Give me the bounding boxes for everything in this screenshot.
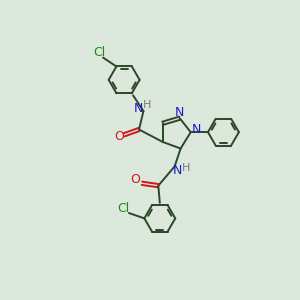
Text: Cl: Cl bbox=[117, 202, 129, 215]
Text: H: H bbox=[143, 100, 151, 110]
Text: N: N bbox=[174, 106, 184, 119]
Text: N: N bbox=[172, 164, 182, 177]
Text: N: N bbox=[134, 103, 143, 116]
Text: O: O bbox=[114, 130, 124, 143]
Text: N: N bbox=[191, 123, 201, 136]
Text: Cl: Cl bbox=[93, 46, 106, 59]
Text: H: H bbox=[182, 163, 190, 173]
Text: O: O bbox=[130, 173, 140, 186]
